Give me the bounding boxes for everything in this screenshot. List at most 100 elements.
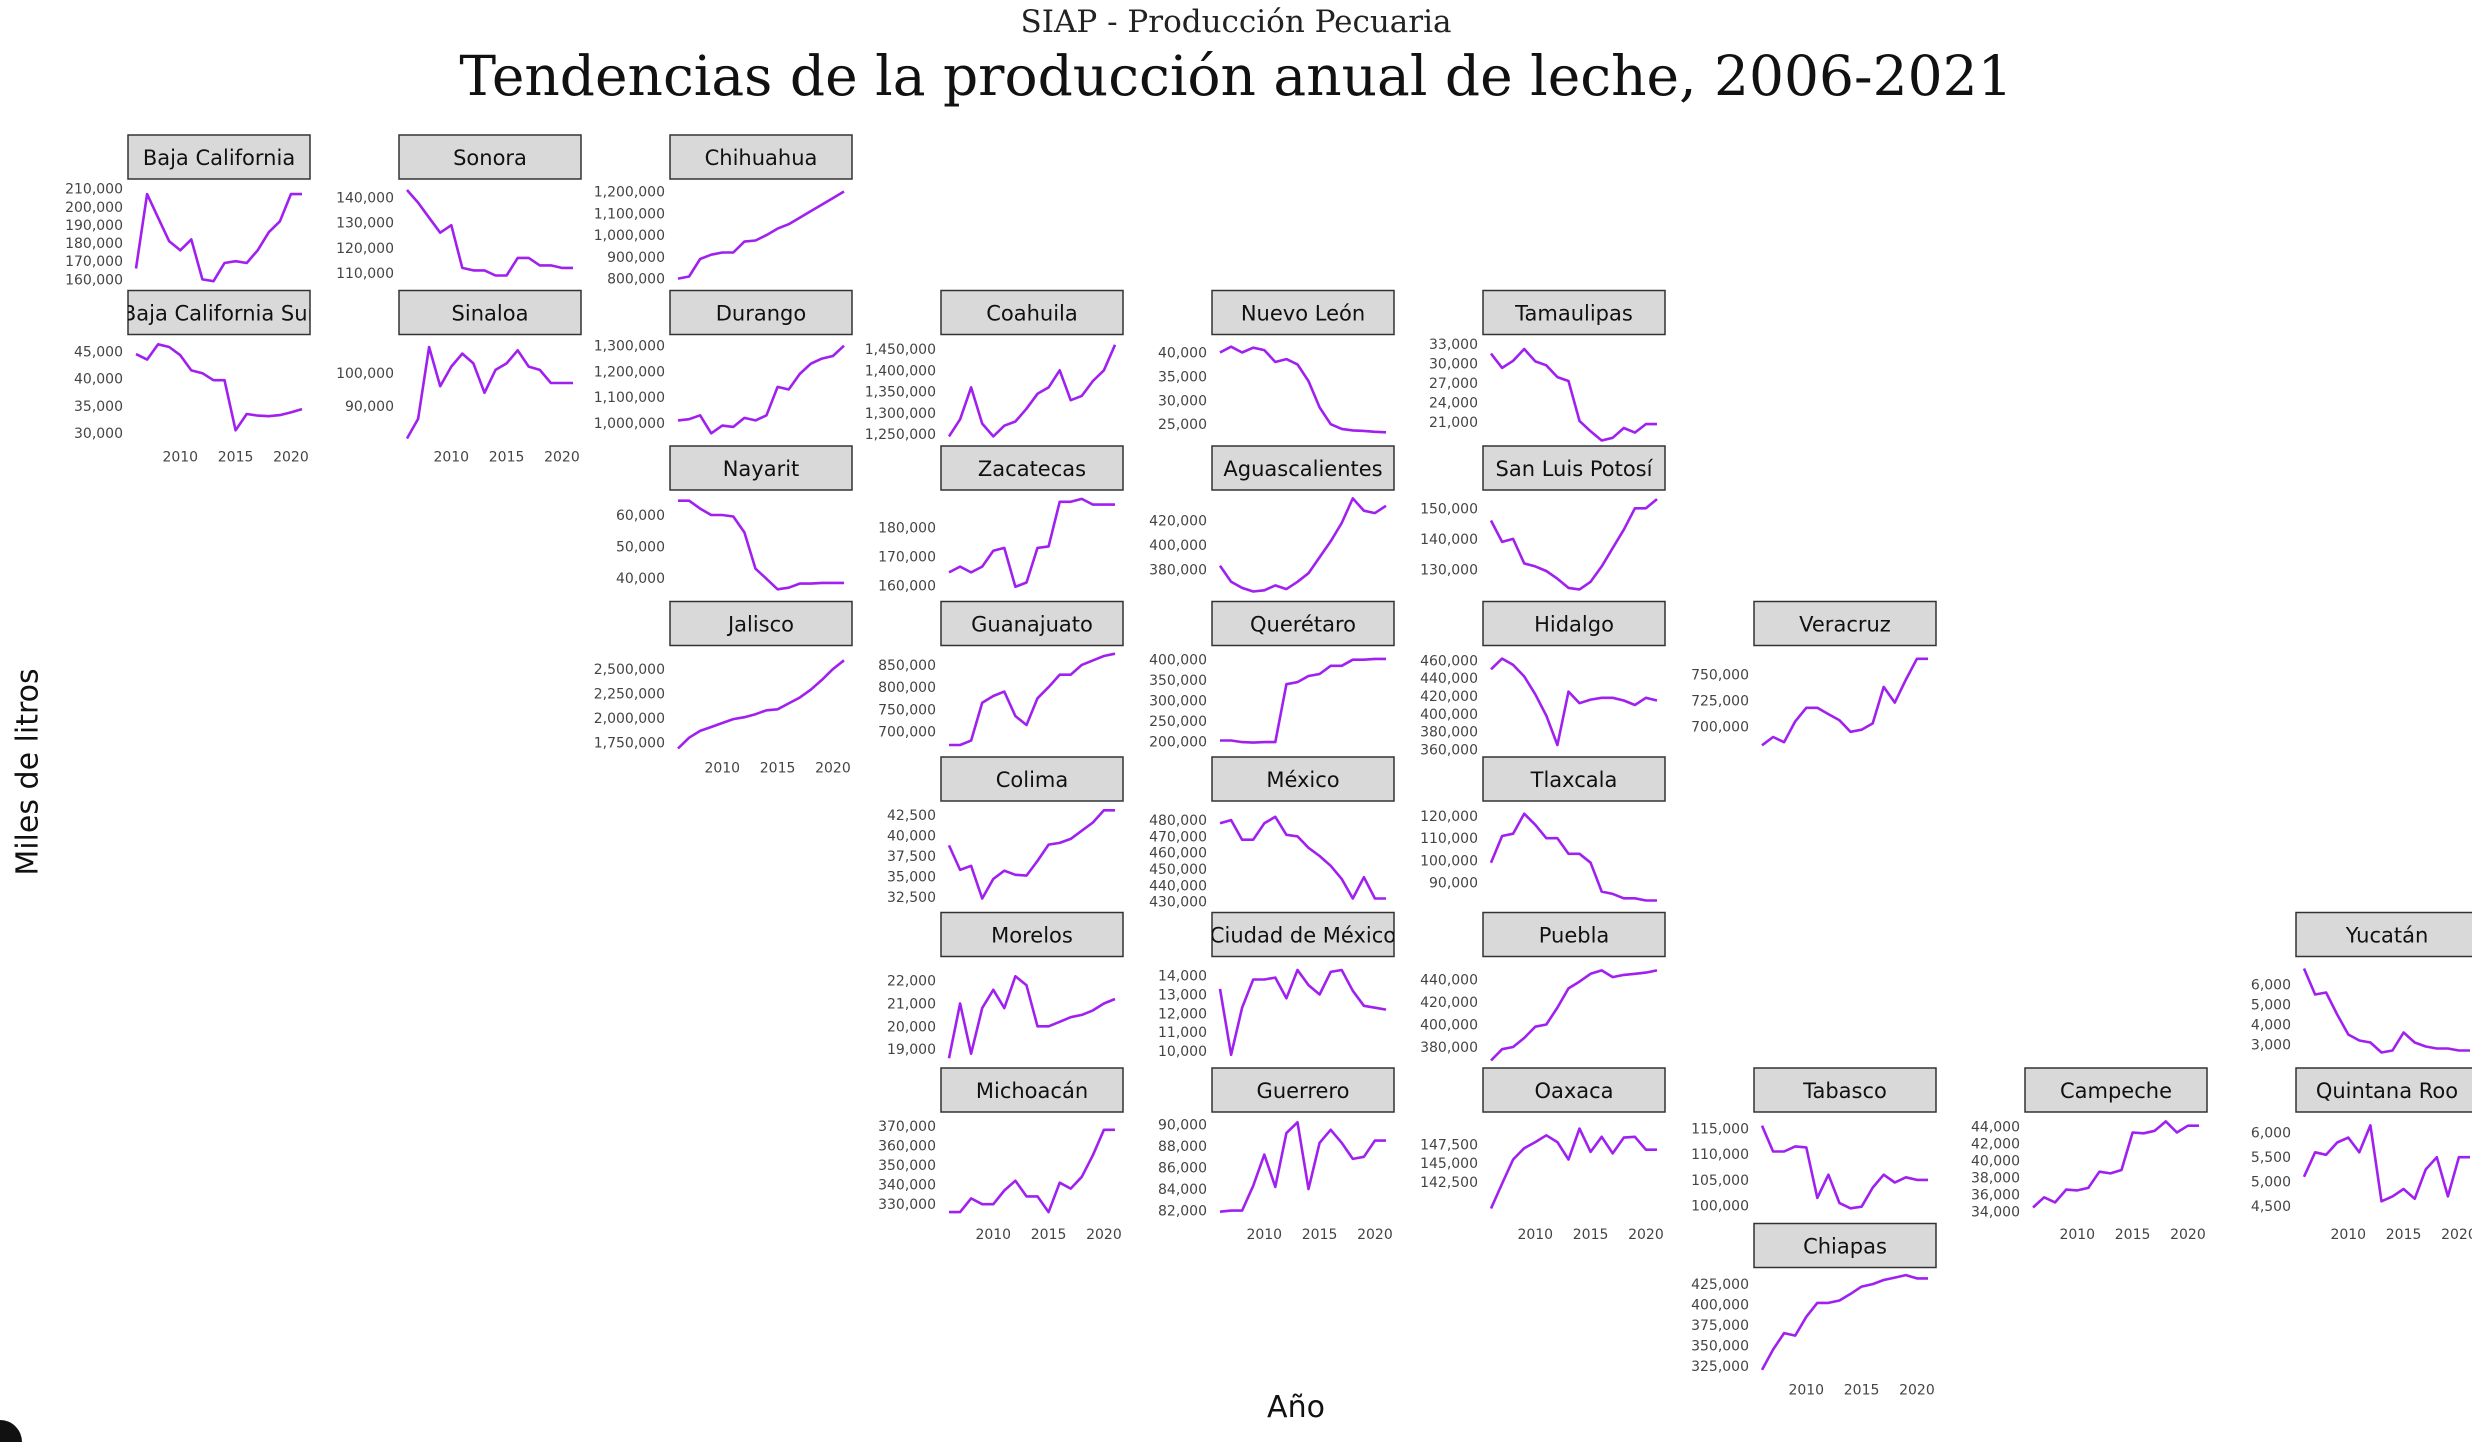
strip-background xyxy=(398,134,582,180)
y-tick-label: 33,000 xyxy=(1429,337,1478,353)
y-tick-label: 400,000 xyxy=(1149,653,1207,669)
y-tick-label: 1,200,000 xyxy=(594,364,665,380)
series-line xyxy=(1219,815,1386,900)
y-tick-label: 1,750,000 xyxy=(594,736,665,752)
panel-campeche: Campeche 34,00036,00038,00040,00042,00044… xyxy=(1971,1067,2208,1243)
y-tick-label: 380,000 xyxy=(1420,1040,1478,1056)
strip-label: Veracruz xyxy=(1799,613,1891,637)
y-tick-label: 360,000 xyxy=(1420,743,1478,759)
x-tick-label: 2015 xyxy=(760,761,796,777)
strip-label: Chiapas xyxy=(1803,1235,1887,1259)
series-line xyxy=(1218,497,1387,593)
series-line xyxy=(1489,498,1658,591)
y-tick-label: 100,000 xyxy=(1691,1199,1749,1215)
strip-label: Sinaloa xyxy=(452,302,529,326)
strip-background xyxy=(2024,1067,2208,1113)
y-tick-label: 400,000 xyxy=(1420,707,1478,723)
y-tick-label: 1,450,000 xyxy=(865,342,936,358)
y-tick-label: 5,000 xyxy=(2251,1175,2291,1191)
series-line xyxy=(949,1128,1115,1214)
series-line xyxy=(405,345,573,440)
panel-chiapas: Chiapas 325,000 350,000 375,000 400,000 425,0… xyxy=(1691,1222,1937,1399)
y-tick-label: 35,000 xyxy=(74,399,123,415)
y-tick-label: 32,500 xyxy=(887,890,936,906)
series-line xyxy=(1489,812,1657,902)
y-tick-label: 170,000 xyxy=(878,550,936,566)
y-tick-label: 147,500 xyxy=(1420,1137,1478,1153)
series-line xyxy=(677,659,845,750)
y-tick-label: 750,000 xyxy=(1691,667,1749,683)
y-tick-label: 160,000 xyxy=(878,578,936,594)
y-tick-label: 120,000 xyxy=(1420,809,1478,825)
strip-label: Oaxaca xyxy=(1534,1079,1613,1103)
x-tick-label: 2010 xyxy=(1246,1227,1282,1243)
y-tick-label: 700,000 xyxy=(1691,720,1749,736)
panel-colima: Colima 32,500 35,000 37,500 40,000 42,500 xyxy=(887,756,1124,906)
y-tick-label: 800,000 xyxy=(607,272,665,288)
x-tick-label: 2010 xyxy=(704,761,740,777)
y-tick-label: 84,000 xyxy=(1158,1182,1207,1198)
y-tick-label: 420,000 xyxy=(1149,514,1207,530)
strip-label: Baja California xyxy=(143,146,295,170)
strip-label: Jalisco xyxy=(726,613,794,637)
y-tick-label: 1,400,000 xyxy=(865,363,936,379)
y-tick-label: 400,000 xyxy=(1420,1017,1478,1033)
strip-background xyxy=(2295,911,2472,958)
strip-label: Nayarit xyxy=(723,457,800,481)
y-tick-label: 380,000 xyxy=(1149,563,1207,579)
y-tick-label: 38,000 xyxy=(1971,1171,2020,1187)
series-line xyxy=(1218,968,1387,1057)
strip-label: Tabasco xyxy=(1802,1079,1887,1103)
strip-label: Chihuahua xyxy=(705,146,818,170)
x-tick-label: 2015 xyxy=(218,450,254,466)
strip-label: Tlaxcala xyxy=(1530,768,1618,792)
strip-background xyxy=(940,600,1124,647)
y-tick-label: 35,000 xyxy=(887,869,936,885)
y-tick-label: 1,100,000 xyxy=(594,390,665,406)
strip-background xyxy=(940,289,1124,336)
y-tick-label: 6,000 xyxy=(2251,1126,2291,1142)
panel-nuevo-leon: Nuevo León 25,000 30,000 35,000 40,000 xyxy=(1158,289,1395,434)
y-tick-label: 700,000 xyxy=(878,725,936,741)
y-tick-label: 36,000 xyxy=(1971,1188,2020,1204)
y-tick-label: 4,000 xyxy=(2251,1018,2291,1034)
y-tick-label: 30,000 xyxy=(1429,356,1478,372)
y-tick-label: 460,000 xyxy=(1420,653,1478,669)
y-tick-label: 850,000 xyxy=(878,658,936,674)
panel-durango: Durango 1,000,000 1,100,000 1,200,000 1,300,… xyxy=(594,289,853,435)
strip-label: Quintana Roo xyxy=(2316,1079,2458,1103)
x-tick-label: 2020 xyxy=(273,450,309,466)
y-tick-label: 190,000 xyxy=(65,218,123,234)
y-tick-label: 42,500 xyxy=(887,808,936,824)
series-line xyxy=(2032,1120,2199,1209)
y-tick-label: 400,000 xyxy=(1149,538,1207,554)
y-tick-label: 440,000 xyxy=(1420,972,1478,988)
series-line xyxy=(1760,1125,1928,1210)
y-tick-label: 140,000 xyxy=(336,191,394,207)
y-tick-label: 27,000 xyxy=(1429,376,1478,392)
strip-background xyxy=(940,445,1124,491)
strip-background xyxy=(1211,289,1395,336)
y-tick-label: 35,000 xyxy=(1158,369,1207,385)
series-line xyxy=(1220,657,1386,744)
panel-nayarit: Nayarit 40,000 50,000 60,000 xyxy=(616,445,853,591)
strip-background xyxy=(669,134,853,180)
strip-label: Ciudad de México xyxy=(1210,924,1396,948)
y-tick-label: 82,000 xyxy=(1158,1204,1207,1220)
strip-label: Campeche xyxy=(2060,1079,2172,1103)
panel-jalisco: Jalisco 1,750,000 2,000,000 2,250,000 2,500,… xyxy=(594,600,853,777)
y-tick-label: 470,000 xyxy=(1149,829,1207,845)
y-tick-label: 210,000 xyxy=(65,182,123,198)
strip-background xyxy=(940,756,1124,802)
x-tick-label: 2015 xyxy=(1302,1227,1338,1243)
y-tick-label: 200,000 xyxy=(65,200,123,216)
strip-background xyxy=(1753,1222,1937,1269)
panel-hidalgo: Hidalgo 360,000 380,000 400,000 420,000 440,0… xyxy=(1420,600,1666,759)
y-tick-label: 21,000 xyxy=(887,997,936,1013)
x-tick-label: 2010 xyxy=(2059,1227,2095,1243)
y-tick-label: 30,000 xyxy=(74,426,123,442)
y-tick-label: 1,000,000 xyxy=(594,228,665,244)
strip-background xyxy=(1482,600,1666,647)
panel-mexico: México 430,000440,000450,000460,000470,00… xyxy=(1149,756,1395,911)
y-tick-label: 88,000 xyxy=(1158,1139,1207,1155)
